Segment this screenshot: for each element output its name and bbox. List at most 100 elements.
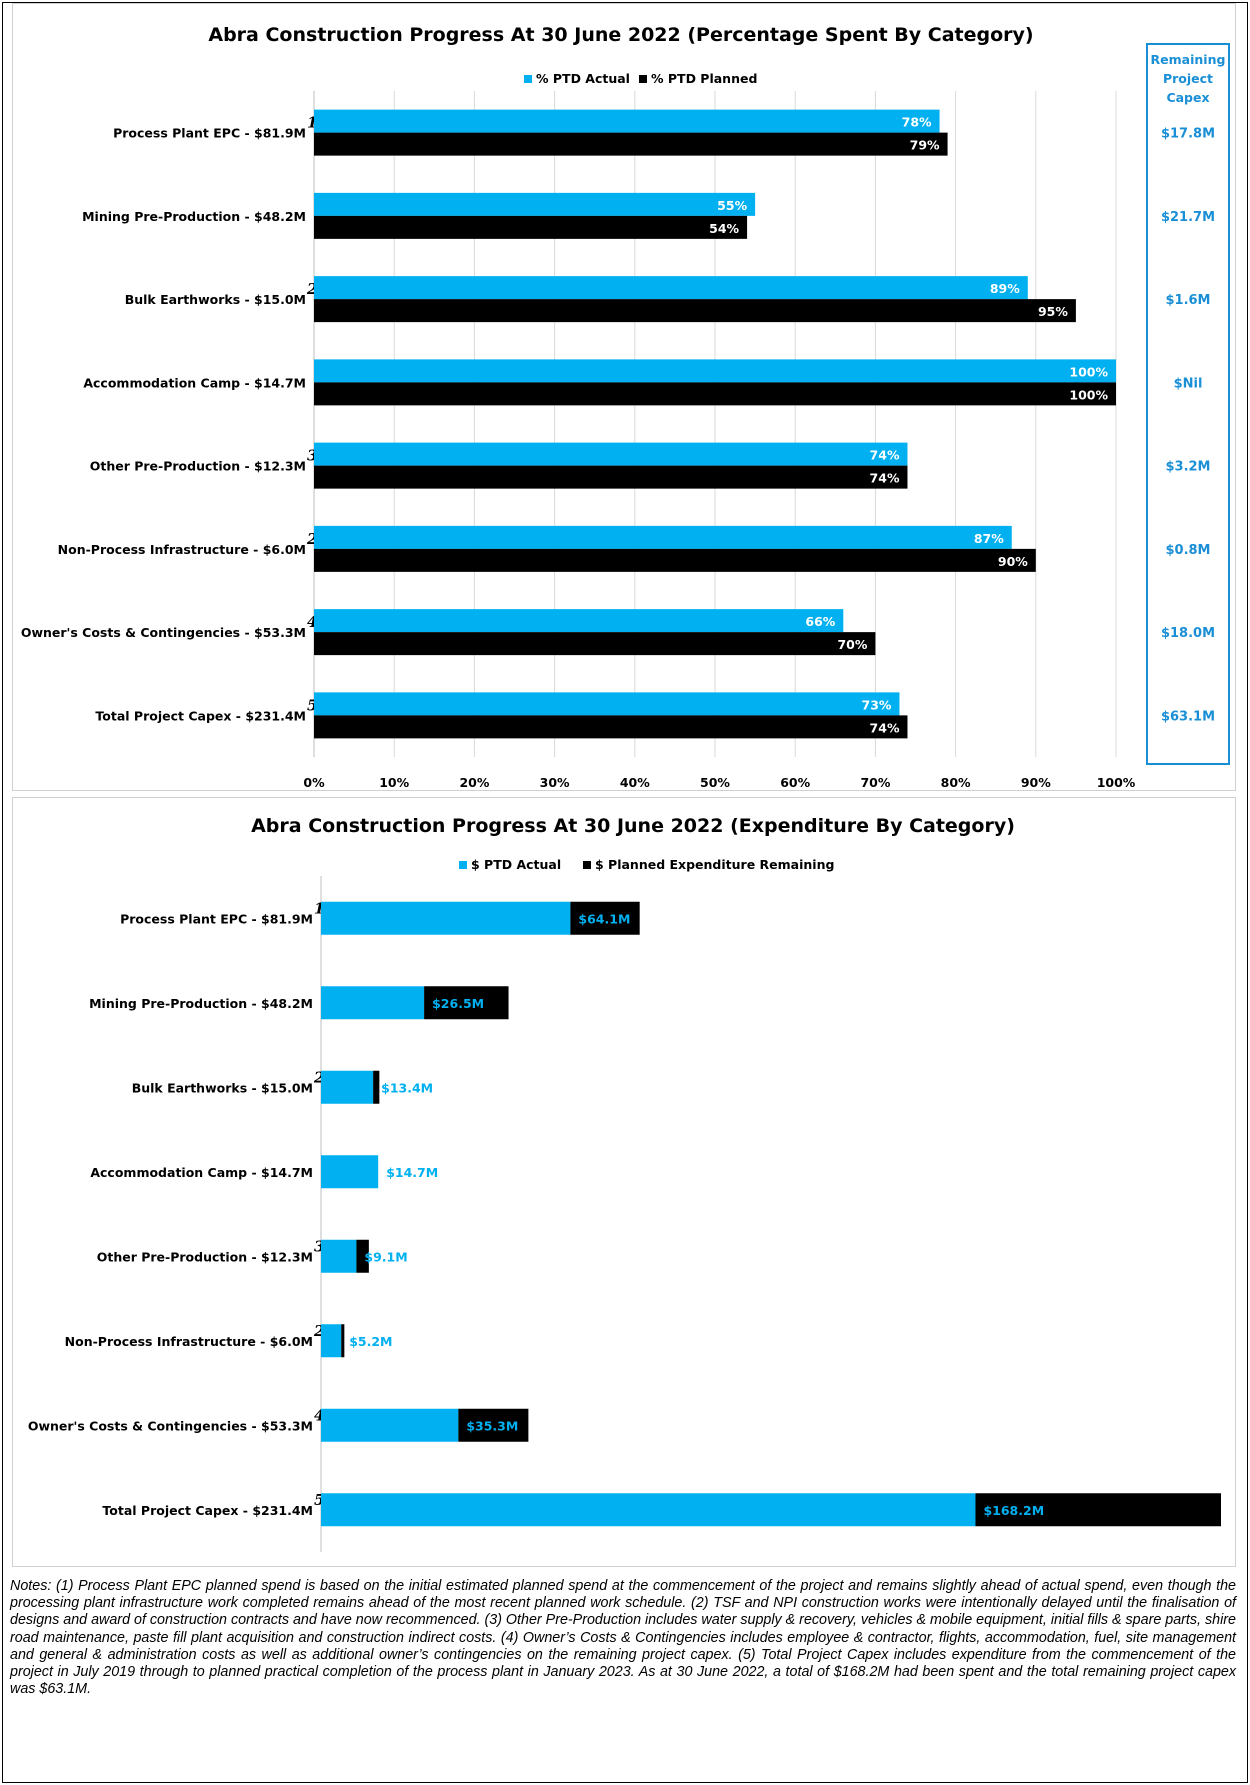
x-tick-label: 10% (379, 775, 409, 790)
footnote-marker: 2 (313, 1322, 324, 1340)
remaining-capex-value: $3.2M (1165, 460, 1210, 475)
legend-swatch-planned (639, 75, 647, 83)
footnote-marker: 2 (306, 530, 317, 548)
remaining-capex-value: $0.8M (1165, 543, 1210, 558)
footnote-marker: 2 (313, 1068, 324, 1086)
footnote-marker: 4 (314, 1406, 324, 1424)
legend-swatch-actual (459, 861, 467, 869)
bar-remaining (373, 1070, 380, 1104)
x-tick-label: 0% (303, 775, 325, 790)
footnote-marker: 3 (314, 1237, 324, 1255)
bar-label-actual: 87% (974, 531, 1004, 546)
bar-label-actual: $13.4M (381, 1080, 433, 1095)
bar-planned (314, 215, 748, 239)
category-label: Other Pre-Production - $12.3M (97, 1249, 313, 1264)
bar-label-planned: 90% (998, 554, 1028, 569)
bar-actual (321, 901, 571, 935)
category-label: Other Pre-Production - $12.3M (90, 459, 306, 474)
bar-remaining (356, 1239, 369, 1273)
bar-actual (314, 276, 1028, 300)
bar-actual (321, 1324, 342, 1358)
bar-label-actual: $26.5M (432, 996, 484, 1011)
bar-label-actual: 89% (990, 281, 1020, 296)
bar-actual (321, 1493, 976, 1527)
legend-label-actual: % PTD Actual (536, 71, 630, 86)
legend-label-planned: % PTD Planned (651, 71, 757, 86)
category-label: Bulk Earthworks - $15.0M (125, 292, 306, 307)
x-tick-label: 20% (459, 775, 489, 790)
remaining-capex-value: $21.7M (1161, 210, 1215, 225)
bar-planned (314, 715, 908, 739)
notes-text: Notes: (1) Process Plant EPC planned spe… (10, 1578, 1236, 1698)
remaining-capex-box (1146, 43, 1230, 765)
x-tick-label: 60% (780, 775, 810, 790)
bar-label-planned: 54% (709, 221, 739, 236)
category-label: Process Plant EPC - $81.9M (113, 126, 306, 141)
footnote-marker: 3 (307, 447, 317, 465)
legend-swatch-actual (524, 75, 532, 83)
bar-actual (314, 109, 940, 133)
category-label: Process Plant EPC - $81.9M (120, 911, 313, 926)
bar-label-actual: 66% (805, 614, 835, 629)
category-label: Non-Process Infrastructure - $6.0M (65, 1334, 313, 1349)
bar-actual (321, 1239, 357, 1273)
bar-label-planned: 70% (837, 637, 867, 652)
bar-actual (321, 986, 425, 1020)
remaining-capex-value: $1.6M (1165, 293, 1210, 308)
bar-remaining (341, 1324, 345, 1358)
bar-label-planned: 95% (1038, 304, 1068, 319)
bar-actual (321, 1155, 379, 1189)
category-label: Accommodation Camp - $14.7M (90, 1165, 313, 1180)
bar-label-actual: $14.7M (386, 1165, 438, 1180)
category-label: Total Project Capex - $231.4M (95, 708, 306, 723)
footnote-marker: 4 (307, 613, 317, 631)
x-tick-label: 30% (540, 775, 570, 790)
bar-label-planned: 79% (910, 138, 940, 153)
bar-actual (314, 609, 844, 633)
legend-label-actual: $ PTD Actual (471, 857, 561, 872)
bar-actual (314, 692, 900, 716)
remaining-capex-header: Capex (1166, 90, 1209, 105)
footnote-marker: 1 (314, 899, 324, 917)
category-label: Owner's Costs & Contingencies - $53.3M (21, 625, 306, 640)
bar-remaining (458, 1408, 529, 1442)
bar-label-actual: 73% (862, 697, 892, 712)
bar-planned (314, 465, 908, 489)
x-tick-label: 70% (860, 775, 890, 790)
x-tick-label: 50% (700, 775, 730, 790)
remaining-capex-value: $Nil (1174, 376, 1203, 391)
bar-remaining (570, 901, 640, 935)
bar-label-actual: $5.2M (349, 1334, 392, 1349)
category-label: Total Project Capex - $231.4M (102, 1503, 313, 1518)
bar-label-actual: 78% (902, 115, 932, 130)
category-label: Mining Pre-Production - $48.2M (82, 209, 306, 224)
bar-remaining (424, 986, 509, 1020)
bar-label-planned: 74% (870, 720, 900, 735)
x-tick-label: 100% (1097, 775, 1136, 790)
bar-planned (314, 132, 948, 156)
bar-remaining (975, 1493, 1221, 1527)
bar-label-planned: 74% (870, 471, 900, 486)
bar-actual (321, 1070, 374, 1104)
x-tick-label: 40% (620, 775, 650, 790)
bar-label-actual: $64.1M (578, 911, 630, 926)
bar-planned (314, 382, 1116, 406)
legend-swatch-planned (583, 861, 591, 869)
remaining-capex-header: Project (1163, 71, 1213, 86)
bar-planned (314, 299, 1076, 323)
expenditure-chart: Abra Construction Progress At 30 June 20… (28, 815, 1221, 1552)
bar-label-actual: 55% (717, 198, 747, 213)
expenditure-chart-panel: Abra Construction Progress At 30 June 20… (12, 797, 1236, 1567)
bar-actual (314, 525, 1012, 549)
x-tick-label: 90% (1021, 775, 1051, 790)
footnote-marker: 5 (314, 1491, 324, 1509)
footnote-marker: 2 (306, 280, 317, 298)
x-tick-label: 80% (941, 775, 971, 790)
bar-actual (321, 1408, 459, 1442)
bar-label-actual: 100% (1069, 364, 1108, 379)
category-label: Accommodation Camp - $14.7M (83, 375, 306, 390)
bar-label-planned: 100% (1069, 387, 1108, 402)
category-label: Bulk Earthworks - $15.0M (132, 1080, 313, 1095)
legend-label-planned: $ Planned Expenditure Remaining (595, 857, 834, 872)
